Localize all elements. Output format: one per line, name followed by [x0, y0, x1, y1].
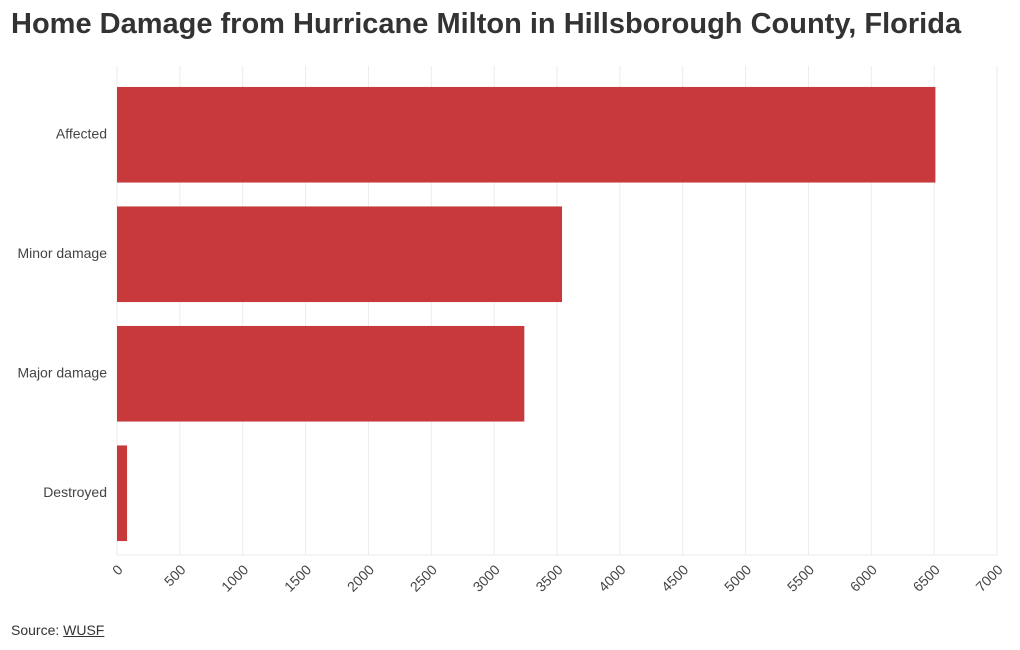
category-labels: Affected Minor damage Major damage Destroye…: [18, 125, 108, 500]
x-tick-label-11: 5500: [784, 561, 817, 594]
x-tick-label-10: 5000: [721, 561, 754, 594]
x-tick-label-6: 3000: [470, 561, 503, 594]
bar-destroyed: [117, 445, 128, 542]
source-link[interactable]: WUSF: [63, 622, 105, 638]
source-note: Source: WUSF: [11, 622, 104, 638]
x-tick-label-0: 0: [109, 561, 126, 578]
x-tick-label-14: 7000: [972, 561, 1005, 594]
category-label-minor-damage: Minor damage: [18, 245, 108, 261]
bar-minor-damage: [117, 206, 563, 303]
bar-chart: Affected Minor damage Major damage Destroye…: [18, 66, 1006, 595]
x-tick-labels: 0 500 1000 1500 2000 2500 3000 3500 4000 4500 5000…: [109, 561, 1006, 594]
x-tick-label-3: 1500: [281, 561, 314, 594]
category-label-affected: Affected: [56, 125, 107, 141]
category-label-destroyed: Destroyed: [43, 484, 107, 500]
category-label-major-damage: Major damage: [18, 364, 108, 380]
chart-title: Home Damage from Hurricane Milton in Hil…: [11, 8, 962, 40]
x-tick-label-5: 2500: [407, 561, 440, 594]
bars: [117, 86, 936, 542]
x-tick-label-4: 2000: [344, 561, 377, 594]
x-tick-label-9: 4500: [658, 561, 691, 594]
x-tick-label-13: 6500: [910, 561, 943, 594]
x-tick-label-12: 6000: [847, 561, 880, 594]
bar-major-damage: [117, 325, 525, 422]
x-tick-label-7: 3500: [532, 561, 565, 594]
bar-affected: [117, 86, 936, 183]
x-tick-label-2: 1000: [218, 561, 251, 594]
x-tick-label-8: 4000: [595, 561, 628, 594]
source-prefix: Source:: [11, 622, 60, 638]
x-tick-label-1: 500: [161, 561, 189, 589]
